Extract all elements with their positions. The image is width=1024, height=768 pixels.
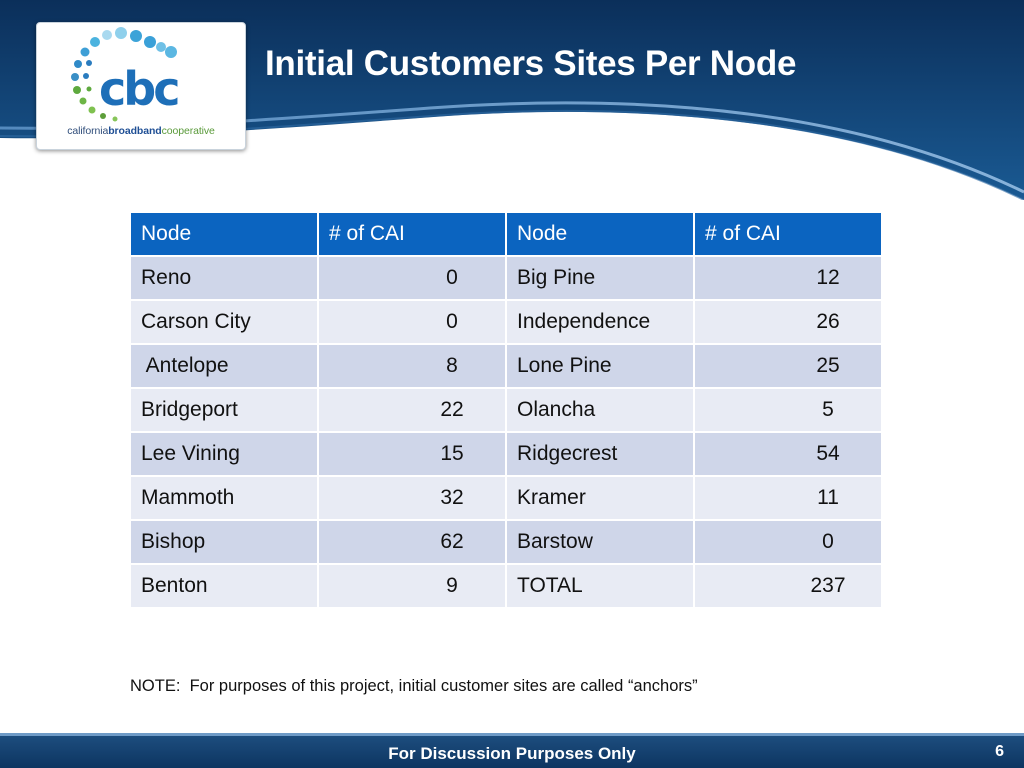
node-cell: Big Pine: [505, 255, 695, 301]
table-row: Reno 0 Big Pine 12: [129, 255, 883, 301]
logo-wordmark: californiabroadbandcooperative: [37, 125, 245, 137]
node-cell: Kramer: [505, 475, 695, 521]
table-header-row: Node # of CAI Node # of CAI: [129, 211, 883, 257]
header-cai-1: # of CAI: [317, 211, 507, 257]
cbc-logo: cbc californiabroadbandcooperative: [36, 22, 246, 150]
node-cell: Carson City: [129, 299, 319, 345]
footnote: NOTE: For purposes of this project, init…: [130, 677, 698, 695]
header-node-1: Node: [129, 211, 319, 257]
node-cell: Mammoth: [129, 475, 319, 521]
cai-cell: 62: [317, 519, 507, 565]
footer-bar: For Discussion Purposes Only 6: [0, 733, 1024, 768]
node-cell: Lee Vining: [129, 431, 319, 477]
cai-cell: 25: [693, 343, 883, 389]
node-cell: Ridgecrest: [505, 431, 695, 477]
node-cell: Barstow: [505, 519, 695, 565]
cai-cell: 15: [317, 431, 507, 477]
node-cell: Antelope: [129, 343, 319, 389]
cai-cell: 0: [693, 519, 883, 565]
logo-text-california: california: [67, 125, 109, 137]
logo-text-cooperative: cooperative: [161, 125, 215, 137]
footer-text: For Discussion Purposes Only: [388, 744, 636, 763]
table-row: Benton 9 TOTAL 237: [129, 563, 883, 609]
cai-cell: 22: [317, 387, 507, 433]
logo-text-broadband: broadband: [108, 125, 162, 137]
cai-cell: 5: [693, 387, 883, 433]
node-cell: TOTAL: [505, 563, 695, 609]
cai-cell: 54: [693, 431, 883, 477]
svg-text:cbc: cbc: [99, 62, 178, 116]
slide-title: Initial Customers Sites Per Node: [265, 44, 797, 83]
table-row: Bishop 62 Barstow 0: [129, 519, 883, 565]
table-row: Mammoth 32 Kramer 11: [129, 475, 883, 521]
node-cell: Olancha: [505, 387, 695, 433]
cai-cell: 0: [317, 299, 507, 345]
cai-cell: 237: [693, 563, 883, 609]
table-row: Carson City 0 Independence 26: [129, 299, 883, 345]
cai-cell: 9: [317, 563, 507, 609]
node-cell: Bishop: [129, 519, 319, 565]
table-row: Lee Vining 15 Ridgecrest 54: [129, 431, 883, 477]
node-cell: Reno: [129, 255, 319, 301]
cai-cell: 8: [317, 343, 507, 389]
header-node-2: Node: [505, 211, 695, 257]
header-cai-2: # of CAI: [693, 211, 883, 257]
node-cell: Lone Pine: [505, 343, 695, 389]
cbc-logo-mark: cbc: [71, 27, 181, 122]
node-cell: Bridgeport: [129, 387, 319, 433]
cai-cell: 32: [317, 475, 507, 521]
page-number: 6: [995, 743, 1004, 760]
cai-cell: 11: [693, 475, 883, 521]
table-row: Bridgeport 22 Olancha 5: [129, 387, 883, 433]
cai-cell: 12: [693, 255, 883, 301]
node-cell: Independence: [505, 299, 695, 345]
table-row: Antelope 8 Lone Pine 25: [129, 343, 883, 389]
cai-cell: 26: [693, 299, 883, 345]
node-cell: Benton: [129, 563, 319, 609]
cai-cell: 0: [317, 255, 507, 301]
cai-table: Node # of CAI Node # of CAI Reno 0 Big P…: [129, 211, 883, 609]
